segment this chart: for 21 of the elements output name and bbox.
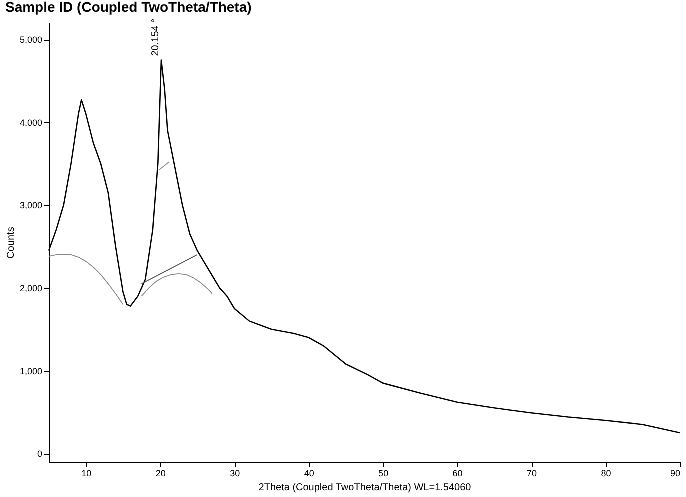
y-tick-label: 2,000 [20, 284, 42, 294]
x-tick-label: 70 [527, 468, 538, 478]
y-axis-title: Counts [6, 227, 17, 259]
x-tick-label: 30 [230, 468, 240, 478]
y-tick-label: 1,000 [20, 366, 42, 376]
x-axis-title: 2Theta (Coupled TwoTheta/Theta) WL=1.54060 [258, 482, 472, 494]
annotation: 20.154 ° [150, 18, 162, 56]
y-tick-label: 3,000 [20, 200, 42, 211]
chart-title: Sample ID (Coupled TwoTheta/Theta) [5, 0, 252, 15]
x-tick-label: 90 [670, 468, 680, 478]
y-tick-label: 4,000 [20, 118, 42, 128]
y-tick-label: 5,000 [20, 35, 42, 46]
y-tick-label: 0 [37, 449, 42, 460]
x-tick-label: 80 [601, 468, 612, 478]
x-tick-label: 60 [452, 468, 463, 478]
line-series [141, 274, 213, 297]
x-tick-label: 50 [378, 468, 389, 478]
x-tick-label: 40 [304, 468, 314, 478]
x-tick-label: 20 [156, 468, 166, 478]
line-series [48, 254, 124, 306]
x-tick-label: 10 [82, 468, 92, 478]
